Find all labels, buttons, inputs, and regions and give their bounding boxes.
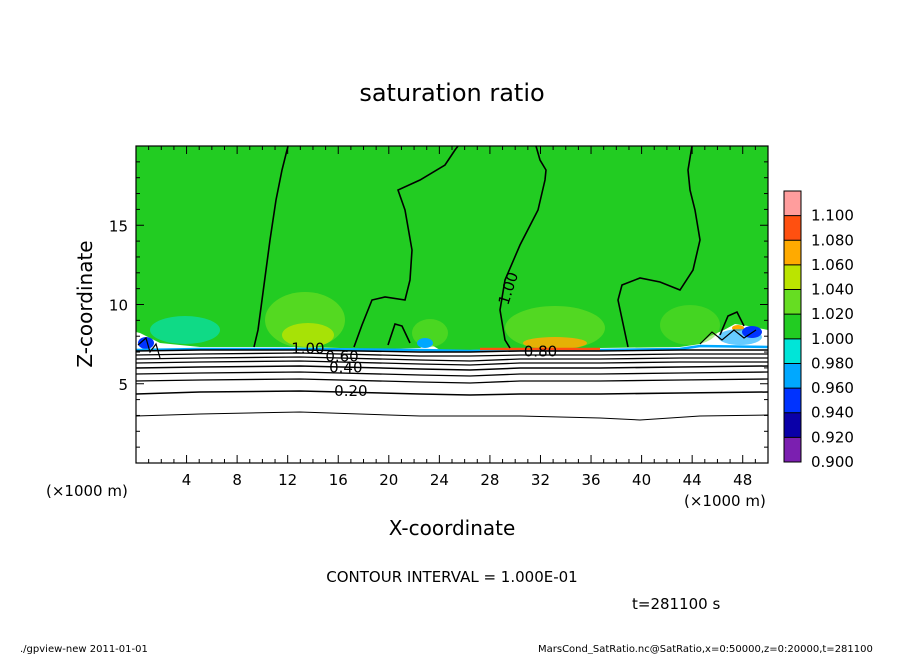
x-axis-title: X-coordinate — [389, 516, 516, 540]
x-tick-label: 32 — [531, 471, 550, 489]
colorbar-label: 1.020 — [811, 305, 854, 323]
colorbar-swatch — [784, 363, 801, 389]
colorbar-label: 0.980 — [811, 354, 854, 372]
contour-label: 0.20 — [334, 382, 367, 400]
colorbar: 0.900 0.920 0.940 0.960 0.980 1.000 1.020 1.040… — [783, 190, 854, 471]
colorbar-label: 1.000 — [811, 330, 854, 348]
contour-label: 0.60 — [325, 347, 358, 365]
y-tick-label: 15 — [109, 217, 128, 235]
colorbar-swatch — [784, 338, 801, 364]
x-unit-right: (×1000 m) — [684, 492, 766, 510]
x-tick-label: 12 — [278, 471, 297, 489]
colorbar-label: 0.940 — [811, 404, 854, 422]
colorbar-label: 1.100 — [811, 207, 854, 225]
colorbar-label: 1.040 — [811, 281, 854, 299]
colorbar-swatch — [784, 388, 801, 413]
x-tick-label: 20 — [379, 471, 398, 489]
x-tick-label: 8 — [232, 471, 242, 489]
x-tick-label: 44 — [683, 471, 702, 489]
x-tick-label: 36 — [581, 471, 600, 489]
colorbar-swatch — [784, 264, 801, 290]
x-tick-label: 16 — [329, 471, 348, 489]
colorbar-swatch — [784, 215, 801, 241]
y-tick-label: 10 — [109, 297, 128, 315]
footer-right: MarsCond_SatRatio.nc@SatRatio,x=0:50000,… — [538, 644, 873, 654]
contour-interval-note: CONTOUR INTERVAL = 1.000E-01 — [326, 568, 577, 586]
colorbar-label: 1.080 — [811, 231, 854, 249]
contour-label: 0.80 — [524, 343, 557, 361]
colorbar-swatch — [784, 412, 801, 438]
time-note: t=281100 s — [632, 595, 720, 613]
colorbar-label: 0.920 — [811, 428, 854, 446]
colorbar-label: 0.900 — [811, 453, 854, 471]
colorbar-swatch — [784, 191, 801, 216]
x-unit-left: (×1000 m) — [46, 482, 128, 500]
chart-title: saturation ratio — [359, 79, 544, 107]
x-tick-label: 48 — [733, 471, 752, 489]
colorbar-swatch — [784, 289, 801, 315]
colorbar-label: 0.960 — [811, 379, 854, 397]
footer-left: ./gpview-new 2011-01-01 — [20, 644, 148, 654]
y-axis-title: Z-coordinate — [73, 240, 97, 367]
x-tick-label: 28 — [480, 471, 499, 489]
colorbar-label: 1.060 — [811, 256, 854, 274]
x-tick-label: 4 — [182, 471, 192, 489]
colorbar-swatch — [784, 240, 801, 265]
plot-area: 1.00 0.600.400.201.000.80 4 8 12 16 20 24 28 32 3… — [109, 145, 769, 489]
y-tick-label: 5 — [118, 376, 128, 394]
colorbar-swatch — [784, 437, 801, 462]
contour-label: 0.40 — [329, 358, 362, 376]
x-tick-label: 40 — [632, 471, 651, 489]
x-tick-label: 24 — [430, 471, 449, 489]
colorbar-swatch — [784, 314, 801, 339]
contour-label: 1.00 — [291, 339, 324, 357]
